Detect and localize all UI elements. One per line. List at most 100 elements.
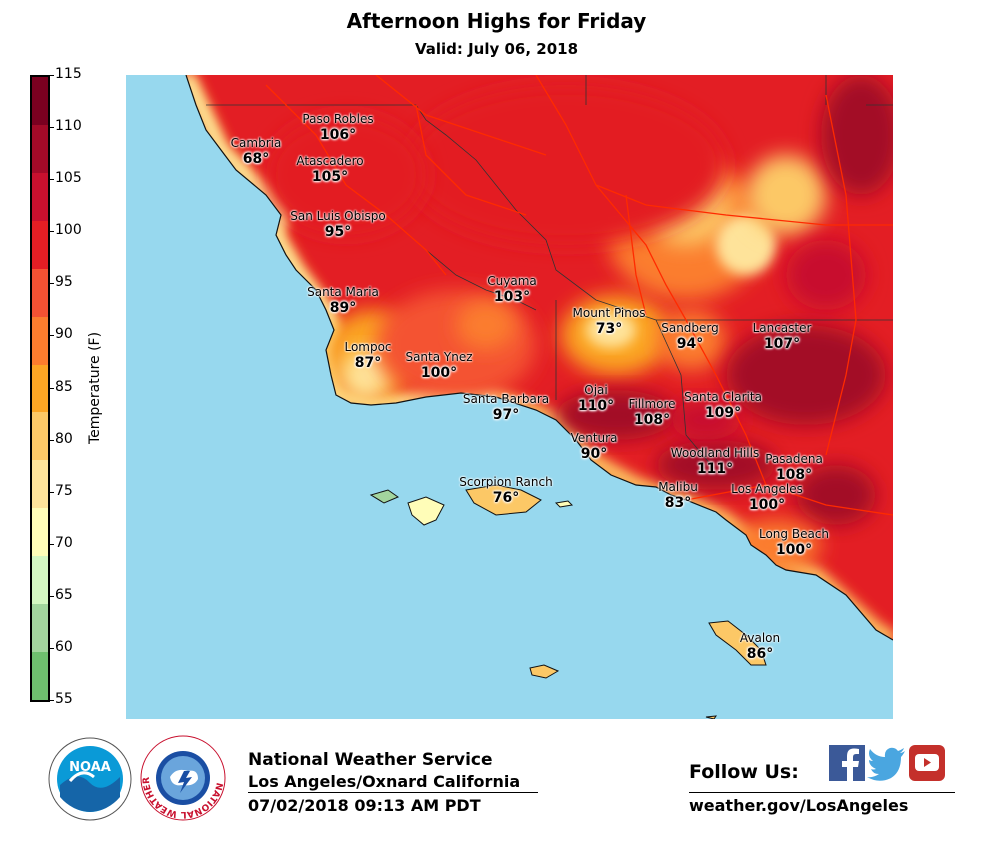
- city-label: Santa Ynez 100°: [405, 350, 472, 381]
- coastline: [185, 74, 894, 641]
- city-temperature: 100°: [420, 365, 458, 381]
- colorbar-tick-mark: [50, 491, 54, 493]
- city-name: Malibu: [658, 480, 698, 494]
- city-name: Ventura: [570, 431, 618, 445]
- colorbar-tick-mark: [50, 335, 54, 337]
- colorbar-tick-label: 80: [55, 430, 73, 447]
- colorbar-band: [32, 412, 48, 461]
- colorbar-tick-label: 75: [55, 482, 73, 499]
- city-label: Avalon 86°: [740, 631, 780, 662]
- city-temperature: 111°: [696, 461, 734, 477]
- colorbar-band: [32, 508, 48, 557]
- city-name: Long Beach: [758, 527, 830, 541]
- city-name: Ojai: [584, 383, 608, 397]
- city-label: Santa Maria 89°: [307, 285, 379, 316]
- city-name: Lancaster: [752, 321, 812, 335]
- colorbar-tick-label: 95: [55, 274, 73, 291]
- youtube-icon[interactable]: [909, 745, 945, 781]
- colorbar-band: [32, 268, 48, 317]
- colorbar-tick-label: 70: [55, 534, 73, 551]
- city-temperature: 73°: [595, 321, 623, 337]
- colorbar-tick-label: 105: [55, 170, 82, 187]
- city-name: Atascadero: [296, 154, 364, 168]
- city-label: Lompoc 87°: [344, 340, 391, 371]
- colorbar-tick-mark: [50, 595, 54, 597]
- city-name: Mount Pinos: [572, 306, 646, 320]
- website-link[interactable]: weather.gov/LosAngeles: [689, 796, 909, 815]
- city-temperature: 100°: [775, 542, 813, 558]
- colorbar-band: [32, 124, 48, 173]
- city-label: Santa Barbara 97°: [463, 392, 549, 423]
- city-temperature: 108°: [633, 412, 671, 428]
- city-label: Cuyama 103°: [487, 274, 536, 305]
- colorbar-band: [32, 316, 48, 365]
- city-name: Cuyama: [487, 274, 537, 288]
- colorbar-tick-mark: [50, 283, 54, 285]
- city-temperature: 83°: [664, 495, 692, 511]
- map-subtitle: Valid: July 06, 2018: [414, 40, 579, 58]
- city-label: Scorpion Ranch 76°: [459, 475, 552, 506]
- office-name: Los Angeles/Oxnard California: [248, 772, 521, 791]
- colorbar-tick-mark: [50, 387, 54, 389]
- city-name: Santa Clarita: [684, 390, 762, 404]
- noaa-logo: NOAA: [48, 737, 132, 821]
- svg-text:NOAA: NOAA: [69, 760, 111, 775]
- city-label: Los Angeles 100°: [731, 482, 803, 513]
- city-temperature: 109°: [704, 405, 742, 421]
- facebook-icon[interactable]: [829, 745, 865, 781]
- colorbar-tick-label: 90: [55, 326, 73, 343]
- city-name: Los Angeles: [731, 482, 803, 496]
- colorbar-tick-label: 55: [55, 691, 73, 707]
- city-name: Paso Robles: [302, 112, 374, 126]
- city-temperature: 90°: [580, 446, 608, 462]
- city-label: Atascadero 105°: [296, 154, 363, 185]
- city-name: Woodland Hills: [670, 446, 760, 460]
- colorbar-tick-mark: [50, 179, 54, 181]
- city-temperature: 86°: [746, 646, 774, 662]
- city-temperature: 100°: [748, 497, 786, 513]
- city-label: Pasadena 108°: [765, 452, 823, 483]
- city-label: Ventura 90°: [571, 431, 618, 462]
- colorbar-band: [32, 556, 48, 605]
- city-name: Santa Barbara: [462, 392, 550, 406]
- colorbar-band: [32, 220, 48, 269]
- city-name: San Luis Obispo: [290, 209, 386, 223]
- city-label: San Luis Obispo 95°: [290, 209, 385, 240]
- city-label: Ojai 110°: [578, 383, 614, 414]
- city-temperature: 95°: [324, 224, 352, 240]
- colorbar-tick-label: 100: [55, 222, 82, 239]
- city-temperature: 94°: [676, 336, 704, 352]
- twitter-icon[interactable]: [867, 745, 905, 781]
- map-title: Afternoon Highs for Friday: [346, 9, 647, 33]
- temperature-colorbar: [30, 75, 50, 702]
- city-temperature: 106°: [319, 127, 357, 143]
- colorbar-tick-label: 85: [55, 378, 73, 395]
- city-temperature: 103°: [493, 289, 531, 305]
- org-name: National Weather Service: [248, 750, 493, 770]
- city-name: Santa Ynez: [405, 350, 473, 364]
- colorbar-tick-mark: [50, 647, 54, 649]
- colorbar-tick-label: 115: [55, 66, 82, 82]
- colorbar-band: [32, 604, 48, 653]
- city-name: Scorpion Ranch: [459, 475, 553, 489]
- city-temperature: 76°: [492, 490, 520, 506]
- colorbar-band: [32, 460, 48, 509]
- colorbar-tick-mark: [50, 700, 54, 701]
- colorbar-tick-label: 65: [55, 586, 73, 603]
- issued-timestamp: 07/02/2018 09:13 AM PDT: [248, 796, 481, 815]
- city-label: Sandberg 94°: [661, 321, 719, 352]
- city-label: Malibu 83°: [658, 480, 698, 511]
- colorbar-tick-mark: [50, 75, 54, 76]
- county-boundaries: [206, 75, 893, 466]
- colorbar-band: [32, 364, 48, 413]
- map-canvas: [126, 74, 894, 720]
- city-label: Long Beach 100°: [759, 527, 829, 558]
- colorbar-tick-mark: [50, 231, 54, 233]
- city-name: Pasadena: [765, 452, 823, 466]
- city-label: Mount Pinos 73°: [573, 306, 646, 337]
- city-label: Lancaster 107°: [753, 321, 812, 352]
- colorbar-band: [32, 77, 48, 125]
- city-label: Woodland Hills 111°: [671, 446, 759, 477]
- city-name: Sandberg: [661, 321, 719, 335]
- channel-islands: [369, 484, 767, 720]
